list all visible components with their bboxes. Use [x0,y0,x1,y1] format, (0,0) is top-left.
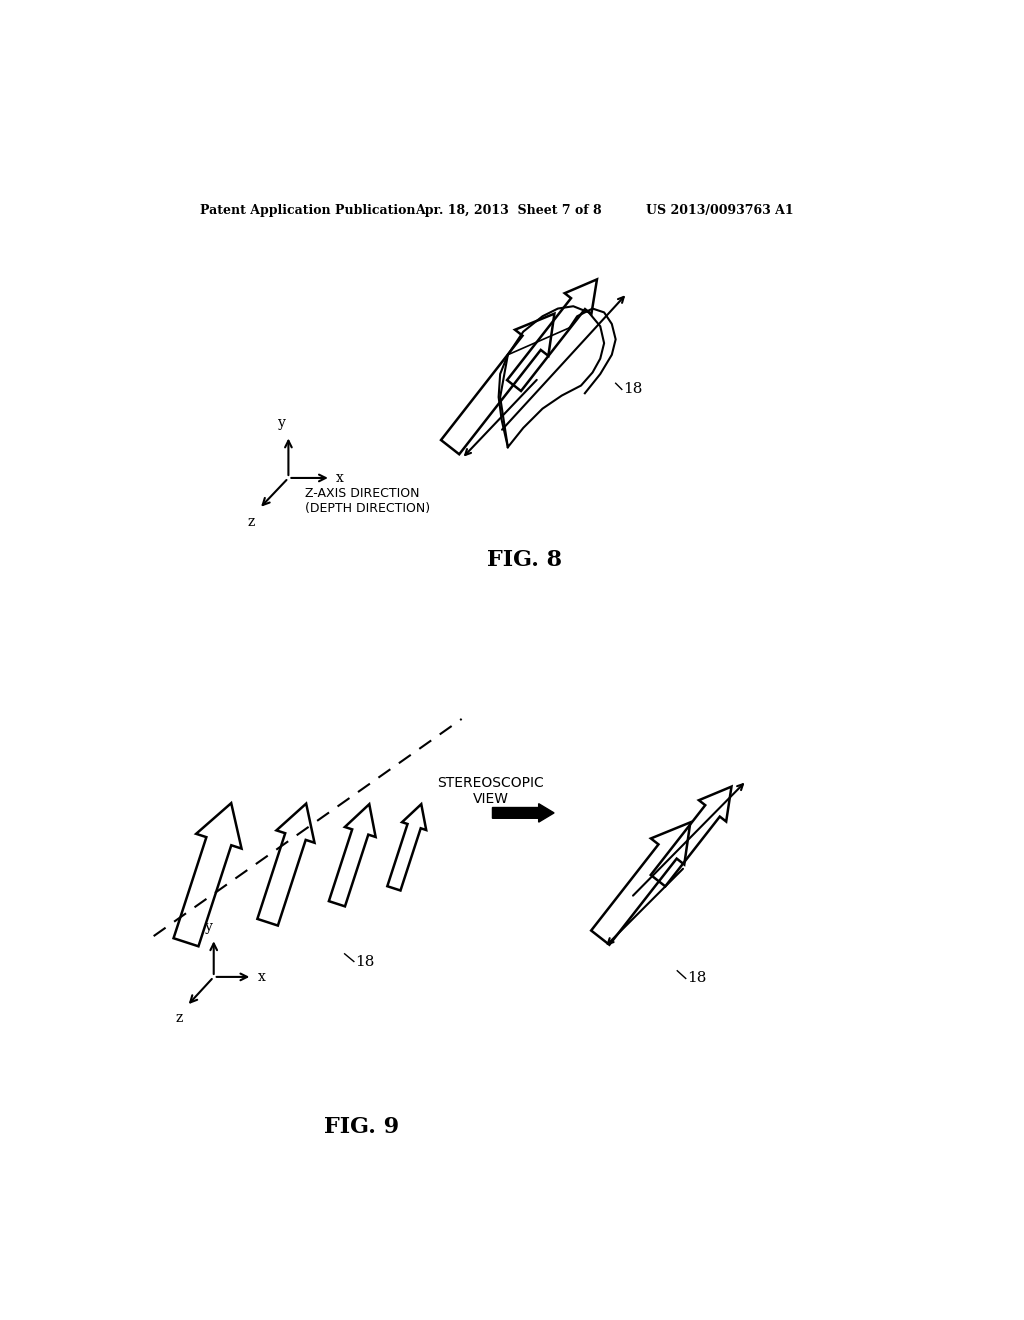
Text: y: y [205,920,213,933]
Text: STEREOSCOPIC
VIEW: STEREOSCOPIC VIEW [437,776,545,807]
Text: 18: 18 [355,954,375,969]
Text: Apr. 18, 2013  Sheet 7 of 8: Apr. 18, 2013 Sheet 7 of 8 [416,205,602,218]
Text: z: z [176,1011,183,1024]
Text: z: z [247,515,255,529]
Text: FIG. 8: FIG. 8 [487,549,562,572]
Text: US 2013/0093763 A1: US 2013/0093763 A1 [646,205,794,218]
Text: 18: 18 [624,383,643,396]
Text: FIG. 9: FIG. 9 [324,1117,399,1138]
Text: x: x [258,970,265,983]
Text: 18: 18 [687,972,707,986]
Text: Z-AXIS DIRECTION
(DEPTH DIRECTION): Z-AXIS DIRECTION (DEPTH DIRECTION) [305,487,430,515]
FancyArrow shape [493,804,554,822]
Text: y: y [279,416,286,430]
Text: x: x [336,471,344,484]
Text: Patent Application Publication: Patent Application Publication [200,205,416,218]
